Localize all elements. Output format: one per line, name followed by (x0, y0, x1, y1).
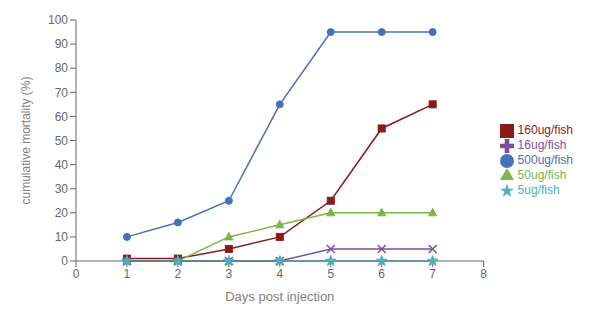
svg-text:6: 6 (378, 267, 385, 281)
svg-text:7: 7 (429, 267, 436, 281)
svg-text:40: 40 (55, 158, 69, 172)
svg-text:80: 80 (55, 61, 69, 75)
svg-text:90: 90 (55, 37, 69, 51)
html-text:5ug/fish: 5ug/fish (517, 182, 560, 197)
svg-text:30: 30 (55, 182, 69, 196)
svg-text:100: 100 (48, 13, 68, 27)
svg-text:0: 0 (61, 254, 68, 268)
svg-text:8: 8 (480, 267, 487, 281)
svg-text:1: 1 (124, 267, 131, 281)
html-text:50ug/fish: 50ug/fish (517, 167, 567, 182)
svg-text:Days post injection: Days post injection (225, 289, 334, 304)
svg-text:5: 5 (327, 267, 334, 281)
svg-text:cumulative mortality (%): cumulative mortality (%) (19, 76, 33, 204)
html-text:160ug/fish: 160ug/fish (517, 123, 573, 138)
svg-text:3: 3 (226, 267, 233, 281)
svg-text:60: 60 (55, 110, 69, 124)
svg-text:70: 70 (55, 86, 69, 100)
svg-text:2: 2 (175, 267, 182, 281)
svg-text:50: 50 (55, 134, 69, 148)
svg-text:0: 0 (73, 267, 80, 281)
html-text:500ug/fish: 500ug/fish (517, 153, 573, 168)
svg-text:20: 20 (55, 206, 69, 220)
html-text:16ug/fish: 16ug/fish (517, 138, 567, 153)
svg-text:10: 10 (55, 230, 69, 244)
svg-text:4: 4 (276, 267, 283, 281)
